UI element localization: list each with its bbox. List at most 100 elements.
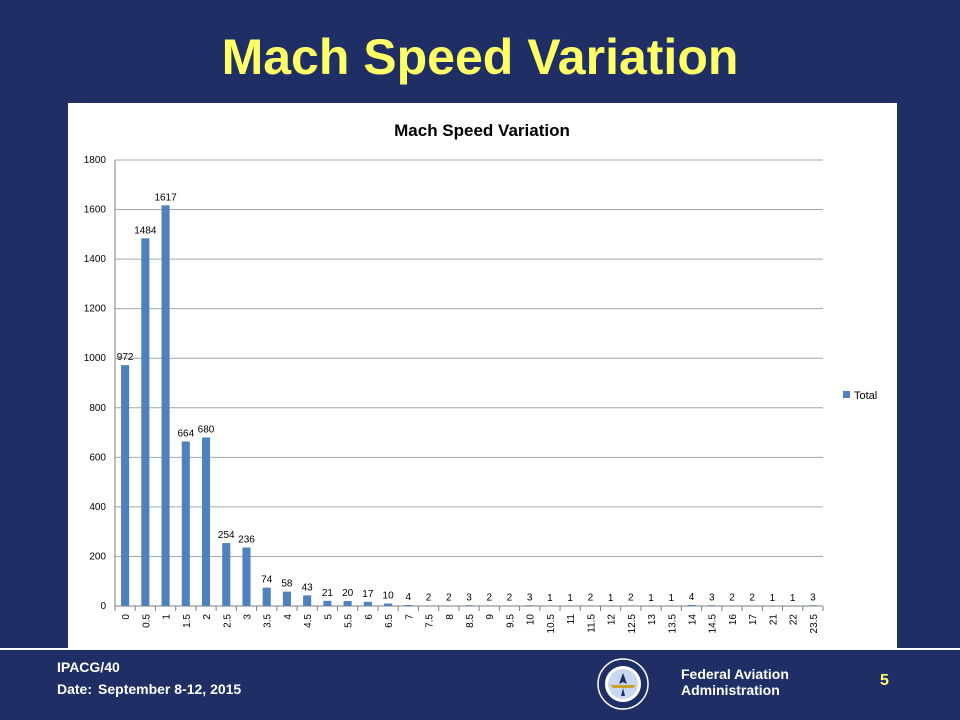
data-label: 1 [547,593,553,604]
x-tick-label: 6.5 [384,614,395,628]
bar-10.5 [545,605,554,607]
organization-name: Federal Aviation Administration [681,666,789,698]
y-tick-label: 1000 [84,353,107,364]
data-label: 2 [426,593,432,604]
data-label: 254 [218,530,235,541]
chart-panel: Mach Speed Variation 0 200 400 600 800 1000 120… [68,103,897,648]
bar-8 [444,605,453,607]
y-tick-label: 1400 [84,254,107,265]
data-label: 2 [749,593,755,604]
y-tick-label: 1200 [84,304,107,315]
x-tick-label: 14.5 [708,614,719,634]
y-tick-label: 0 [100,601,106,612]
bar-0.5 [141,238,150,606]
bar-5.5 [343,601,352,606]
x-tick-label: 11 [566,614,577,625]
bar-8.5 [464,605,474,606]
bar-2 [201,437,211,606]
data-label: 236 [238,535,255,546]
slide-title: Mach Speed Variation [221,29,739,85]
bar-9 [485,605,494,607]
x-tick-label: 2.5 [222,614,233,628]
bar-7.5 [424,605,433,607]
x-tick-label: 16 [728,614,739,626]
data-label: 1 [648,593,654,604]
x-tick-label: 10 [526,614,537,626]
x-tick-label: 17 [748,614,759,626]
bar-22 [788,605,797,607]
data-label: 1617 [154,192,177,203]
bar-4 [282,591,291,606]
bar-13.5 [667,605,676,607]
data-label: 4 [406,592,412,603]
data-label: 2 [507,593,513,604]
footer-divider [0,648,960,650]
page-number: 5 [880,672,889,689]
x-tick-label: 13 [647,614,658,626]
x-tick-label: 8 [445,614,456,620]
x-tick-label: 12.5 [627,614,638,634]
meeting-code: IPACG/40 [57,659,120,675]
bar-14 [687,605,696,606]
bar-23.5 [808,605,817,606]
bar-1.5 [181,441,190,606]
bar-4.5 [303,595,312,606]
bar-3.5 [262,587,271,606]
x-tick-label: 9 [485,614,496,620]
x-tick-label: 1.5 [182,614,193,628]
data-label: 2 [446,593,452,604]
x-tick-label: 23.5 [809,614,820,634]
bar-2.5 [222,543,231,606]
data-label: 1484 [134,225,157,236]
x-tick-label: 5.5 [344,614,355,628]
footer-meeting-info: IPACG/40 Date: September 8-12, 2015 [57,656,241,700]
x-tick-label: 13.5 [667,614,678,634]
x-tick-label: 4 [283,614,294,620]
data-label: 2 [588,593,594,604]
bar-1 [161,205,170,606]
x-tick-label: 11.5 [586,614,597,633]
x-tick-label: 6 [364,614,375,620]
data-label: 4 [689,592,695,603]
data-label: 2 [486,593,492,604]
organization-name-line2: Administration [681,682,780,698]
x-tick-label: 5 [323,614,334,620]
legend-swatch [843,391,850,398]
data-label: 3 [810,592,816,603]
faa-seal-logo [597,658,649,710]
data-label: 58 [281,579,293,590]
x-tick-label: 3 [242,614,253,620]
bar-17 [748,605,757,607]
data-label: 1 [669,593,675,604]
x-tick-label: 8.5 [465,614,476,628]
bar-6 [363,601,372,606]
bar-3 [242,547,251,606]
bar-14.5 [707,605,716,606]
organization-name-line1: Federal Aviation [681,666,789,682]
bar-9.5 [505,605,514,607]
bar-12.5 [626,605,635,607]
bar-10 [525,605,534,606]
bar-0 [121,365,130,606]
x-tick-label: 10.5 [546,614,557,634]
x-tick-label: 4.5 [303,614,314,628]
bar-chart: Mach Speed Variation02004006008001000120… [84,121,878,634]
x-tick-label: 21 [768,614,779,626]
y-tick-label: 600 [89,452,106,463]
data-label: 17 [362,589,374,600]
data-label: 21 [322,588,334,599]
x-tick-label: 1 [162,614,173,620]
data-label: 1 [790,593,796,604]
data-label: 1 [608,593,614,604]
chart-title: Mach Speed Variation [394,121,570,140]
bar-5 [323,600,332,606]
x-tick-label: 22 [789,614,800,626]
data-label: 20 [342,588,354,599]
data-label: 3 [527,592,533,603]
legend-label: Total [854,390,877,402]
data-label: 43 [302,582,314,593]
data-label: 2 [628,593,634,604]
y-tick-label: 400 [89,502,106,513]
y-tick-label: 1800 [84,155,107,166]
y-tick-label: 200 [89,551,106,562]
